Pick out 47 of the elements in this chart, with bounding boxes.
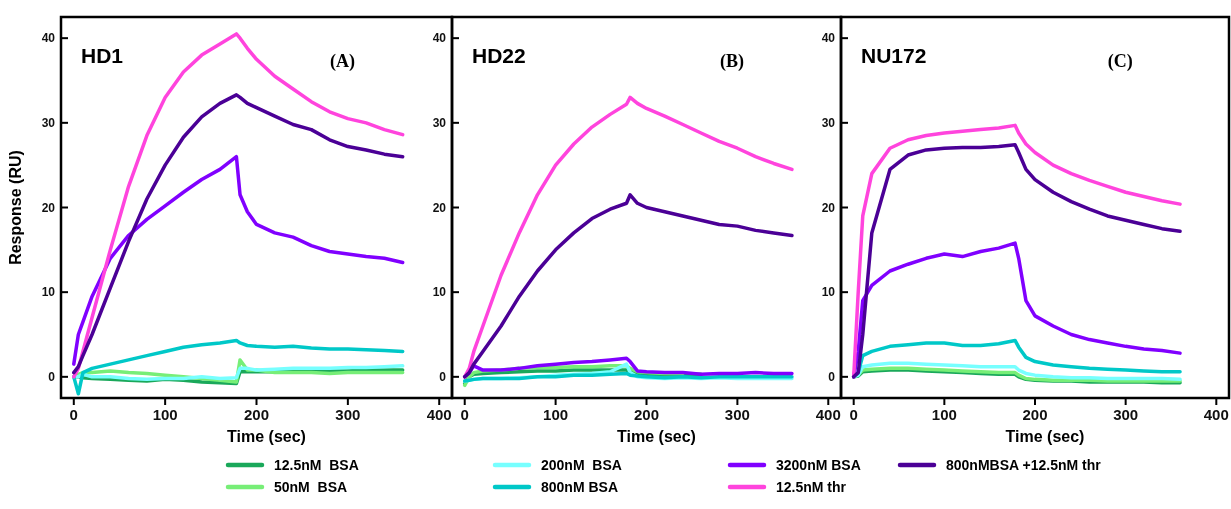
x-tick-label: 200 [633,406,660,423]
y-tick-label: 40 [41,31,56,46]
annotation: (A) [330,51,356,72]
legend-label: 12.5nM thr [776,478,847,495]
legend-label: 3200nM BSA [776,456,861,473]
y-tick-label: 20 [41,200,56,215]
y-tick-label: 10 [432,285,447,300]
y-tick-label: 20 [432,200,447,215]
legend-label: 50nM BSA [274,478,348,495]
annotation: (C) [1107,51,1133,72]
x-tick-label: 400 [426,406,452,423]
y-axis-title: Response (RU) [7,150,24,265]
x-tick-label: 0 [69,406,78,423]
text: HD1 [81,44,124,67]
y-tick-label: 40 [821,31,836,46]
x-tick-label: 0 [460,406,469,423]
legend-label: 12.5nM BSA [274,456,359,473]
x-axis-title: Time (sec) [227,428,306,445]
y-tick-label: 30 [432,116,447,131]
x-tick-label: 200 [1022,406,1048,423]
x-tick-label: 400 [1203,406,1229,423]
x-tick-label: 300 [724,406,750,423]
y-tick-label: 30 [821,116,836,131]
y-tick-label: 10 [821,285,836,300]
x-tick-label: 300 [1113,406,1139,423]
x-axis-title: Time (sec) [1005,428,1085,445]
y-tick-label: 0 [828,370,836,385]
x-tick-label: 100 [152,406,178,423]
y-tick-label: 30 [41,116,56,131]
y-tick-label: 10 [41,285,56,300]
y-tick-label: 20 [821,200,836,215]
text: NU172 [861,44,927,67]
x-axis-title: Time (sec) [617,428,696,445]
annotation: (B) [720,51,745,72]
x-tick-label: 400 [815,406,841,423]
y-tick-label: 0 [439,370,447,385]
x-tick-label: 300 [335,406,361,423]
x-tick-label: 100 [543,406,569,423]
legend-label: 800nMBSA +12.5nM thr [946,456,1102,473]
legend-label: 800nM BSA [541,478,619,495]
x-tick-label: 0 [849,406,858,423]
y-tick-label: 40 [432,31,447,46]
y-tick-label: 0 [48,370,56,385]
x-tick-label: 100 [931,406,957,423]
x-tick-label: 200 [243,406,270,423]
legend-label: 200nM BSA [541,456,622,473]
text: HD22 [472,44,526,67]
